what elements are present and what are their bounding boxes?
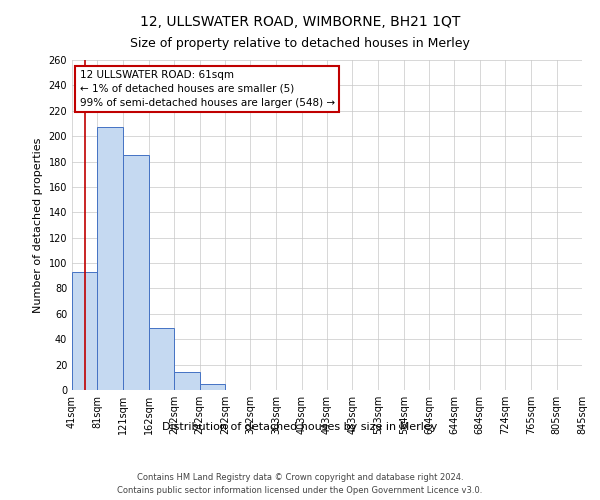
- Bar: [149, 328, 174, 390]
- Bar: [72, 272, 97, 390]
- Text: 12, ULLSWATER ROAD, WIMBORNE, BH21 1QT: 12, ULLSWATER ROAD, WIMBORNE, BH21 1QT: [140, 15, 460, 29]
- Bar: [174, 372, 199, 390]
- Y-axis label: Number of detached properties: Number of detached properties: [33, 138, 43, 312]
- Text: Size of property relative to detached houses in Merley: Size of property relative to detached ho…: [130, 38, 470, 51]
- Text: Distribution of detached houses by size in Merley: Distribution of detached houses by size …: [163, 422, 437, 432]
- Bar: [97, 128, 123, 390]
- Text: 12 ULLSWATER ROAD: 61sqm
← 1% of detached houses are smaller (5)
99% of semi-det: 12 ULLSWATER ROAD: 61sqm ← 1% of detache…: [80, 70, 335, 108]
- Bar: [123, 155, 149, 390]
- Bar: [199, 384, 225, 390]
- Text: Contains HM Land Registry data © Crown copyright and database right 2024.
Contai: Contains HM Land Registry data © Crown c…: [118, 474, 482, 495]
